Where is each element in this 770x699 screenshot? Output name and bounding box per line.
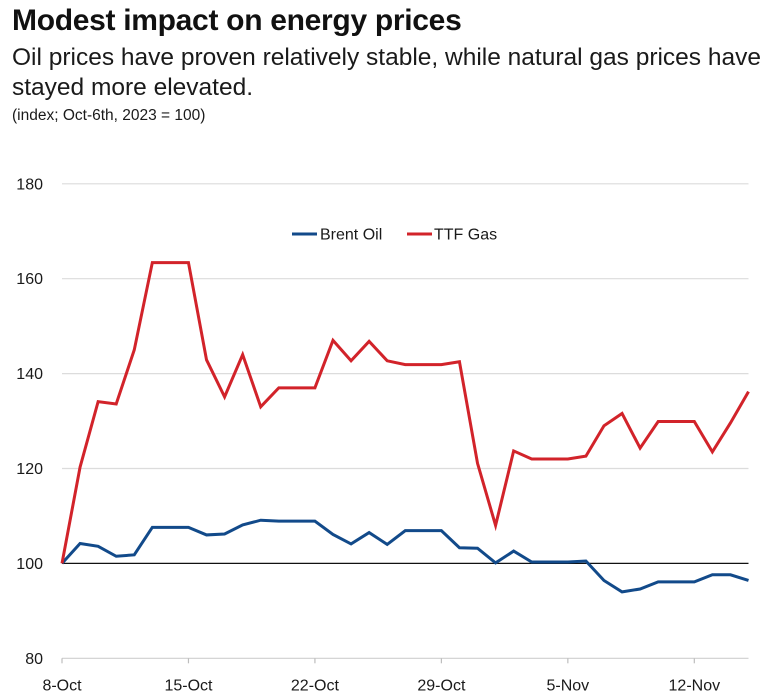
gridlines bbox=[62, 183, 749, 565]
y-tick-label: 120 bbox=[16, 461, 43, 478]
chart-unit-note: (index; Oct-6th, 2023 = 100) bbox=[12, 107, 206, 124]
y-axis: 80 100 120 140 160 180 bbox=[16, 176, 43, 668]
y-tick-label: 80 bbox=[25, 651, 43, 668]
legend-item-brent-oil: Brent Oil bbox=[292, 227, 382, 244]
x-tick-label: 5-Nov bbox=[547, 677, 590, 694]
x-tick-label: 8-Oct bbox=[42, 677, 82, 694]
y-tick-label: 160 bbox=[16, 271, 43, 288]
x-axis: 8-Oct 15-Oct 22-Oct 29-Oct 5-Nov 12-Nov bbox=[42, 657, 749, 694]
chart-subtitle: Oil prices have proven relatively stable… bbox=[12, 44, 761, 101]
series-lines bbox=[60, 261, 750, 594]
y-tick-label: 100 bbox=[16, 556, 43, 573]
legend-label: TTF Gas bbox=[434, 227, 497, 244]
legend-item-ttf-gas: TTF Gas bbox=[407, 227, 497, 244]
series-line-brent-oil bbox=[60, 518, 749, 594]
chart-title: Modest impact on energy prices bbox=[12, 4, 462, 37]
x-tick-label: 29-Oct bbox=[417, 677, 466, 694]
x-tick-label: 22-Oct bbox=[291, 677, 340, 694]
y-tick-label: 140 bbox=[16, 366, 43, 383]
y-tick-label: 180 bbox=[16, 176, 43, 193]
legend: Brent Oil TTF Gas bbox=[292, 227, 497, 244]
x-tick-label: 12-Nov bbox=[669, 677, 721, 694]
series-line-ttf-gas bbox=[60, 261, 750, 564]
legend-label: Brent Oil bbox=[320, 227, 382, 244]
x-tick-label: 15-Oct bbox=[164, 677, 213, 694]
